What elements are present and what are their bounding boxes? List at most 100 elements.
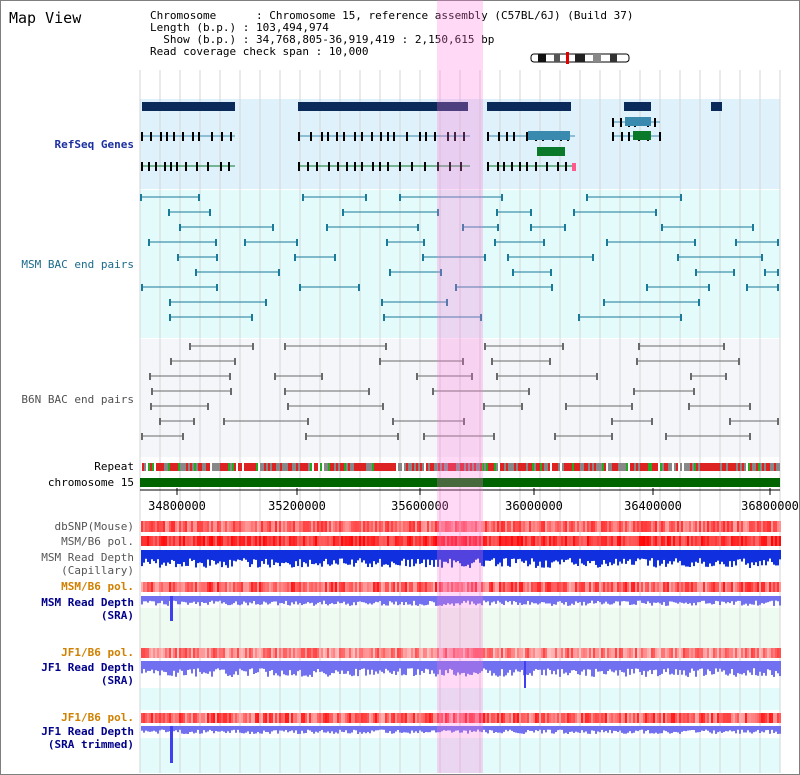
repeat-element	[378, 463, 380, 471]
heat-cell	[149, 536, 151, 546]
jf1-read-depth-trim-label[interactable]: JF1 Read Depth	[41, 725, 134, 738]
dbsnp-label[interactable]: dbSNP(Mouse)	[54, 520, 134, 533]
heat-cell	[399, 521, 401, 532]
depth-bar	[461, 661, 463, 674]
heat-cell	[303, 536, 305, 546]
heat-cell	[323, 648, 325, 658]
repeat-element	[454, 463, 456, 471]
depth-bar	[167, 726, 169, 732]
bac-end	[229, 373, 231, 380]
depth-bar	[231, 726, 233, 731]
selected-region-highlight[interactable]	[437, 0, 483, 773]
depth-bar	[177, 726, 179, 733]
repeat-element	[340, 463, 342, 471]
depth-bar	[627, 596, 629, 602]
heat-cell	[497, 713, 499, 723]
depth-bar	[233, 550, 235, 561]
depth-bar	[705, 596, 707, 604]
heat-cell	[523, 648, 525, 658]
depth-bar	[601, 596, 603, 605]
repeat-element	[700, 463, 702, 471]
heat-cell	[681, 536, 683, 546]
depth-bar	[659, 550, 661, 566]
depth-bar	[771, 661, 773, 675]
heat-cell	[659, 582, 661, 592]
depth-bar	[173, 596, 175, 601]
heat-cell	[521, 648, 523, 658]
heat-cell	[399, 536, 401, 546]
heat-cell	[539, 648, 541, 658]
repeat-element	[178, 463, 180, 471]
depth-bar	[381, 661, 383, 672]
heat-cell	[355, 536, 357, 546]
depth-bar	[153, 661, 155, 674]
repeat-element	[776, 463, 778, 471]
heat-cell	[239, 536, 241, 546]
heat-cell	[517, 536, 519, 546]
heat-cell	[215, 536, 217, 546]
depth-bar	[713, 726, 715, 731]
heat-cell	[509, 648, 511, 658]
bac-end	[446, 299, 448, 306]
depth-bar	[203, 661, 205, 673]
depth-bar	[159, 726, 161, 731]
depth-bar	[553, 661, 555, 671]
repeat-element	[230, 463, 232, 471]
depth-bar	[397, 550, 399, 566]
heat-cell	[379, 521, 381, 532]
heat-cell	[511, 521, 513, 532]
heat-cell	[591, 536, 593, 546]
heat-cell	[747, 521, 749, 532]
heat-cell	[329, 521, 331, 532]
heat-cell	[447, 648, 449, 658]
depth-bar	[209, 550, 211, 566]
depth-bar	[447, 726, 449, 731]
repeat-element	[348, 463, 350, 471]
heat-cell	[305, 582, 307, 592]
repeat-element	[482, 463, 484, 471]
heat-cell	[507, 713, 509, 723]
msm-read-depth-cap-label[interactable]: MSM Read Depth	[41, 551, 134, 564]
jf1-b6-pol-label-1[interactable]: JF1/B6 pol.	[61, 646, 134, 659]
msm-b6-pol-label-1[interactable]: MSM/B6 pol.	[61, 535, 134, 548]
heat-cell	[743, 582, 745, 592]
heat-cell	[731, 713, 733, 723]
chromosome-ideogram[interactable]	[530, 52, 630, 64]
repeat-element	[156, 463, 158, 471]
heat-cell	[337, 648, 339, 658]
jf1-b6-pol-label-2[interactable]: JF1/B6 pol.	[61, 711, 134, 724]
repeat-element	[462, 463, 464, 471]
heat-cell	[281, 582, 283, 592]
msm-read-depth-sra-label[interactable]: MSM Read Depth	[41, 596, 134, 609]
depth-bar	[157, 550, 159, 560]
heat-cell	[593, 521, 595, 532]
depth-bar	[581, 661, 583, 672]
heat-cell	[175, 582, 177, 592]
heat-cell	[173, 648, 175, 658]
heat-cell	[307, 521, 309, 532]
msm-b6-pol-label-2[interactable]: MSM/B6 pol.	[61, 580, 134, 593]
heat-cell	[645, 521, 647, 532]
heat-cell	[711, 582, 713, 592]
depth-bar	[337, 596, 339, 602]
depth-bar	[331, 550, 333, 565]
depth-bar	[405, 726, 407, 733]
jf1-read-depth-label[interactable]: JF1 Read Depth	[41, 661, 134, 674]
depth-bar	[325, 661, 327, 675]
b6n-bac-label[interactable]: B6N BAC end pairs	[21, 393, 134, 406]
msm-bac-label[interactable]: MSM BAC end pairs	[21, 258, 134, 271]
heat-cell	[635, 648, 637, 658]
refseq-genes-label[interactable]: RefSeq Genes	[54, 138, 134, 151]
heat-cell	[609, 536, 611, 546]
repeat-element	[712, 463, 714, 471]
depth-bar	[563, 550, 565, 563]
heat-cell	[647, 582, 649, 592]
depth-bar	[489, 550, 491, 561]
depth-bar	[667, 550, 669, 564]
depth-bar	[773, 550, 775, 565]
heat-cell	[261, 536, 263, 546]
depth-bar	[345, 550, 347, 564]
heat-cell	[675, 648, 677, 658]
repeat-element	[404, 463, 406, 471]
